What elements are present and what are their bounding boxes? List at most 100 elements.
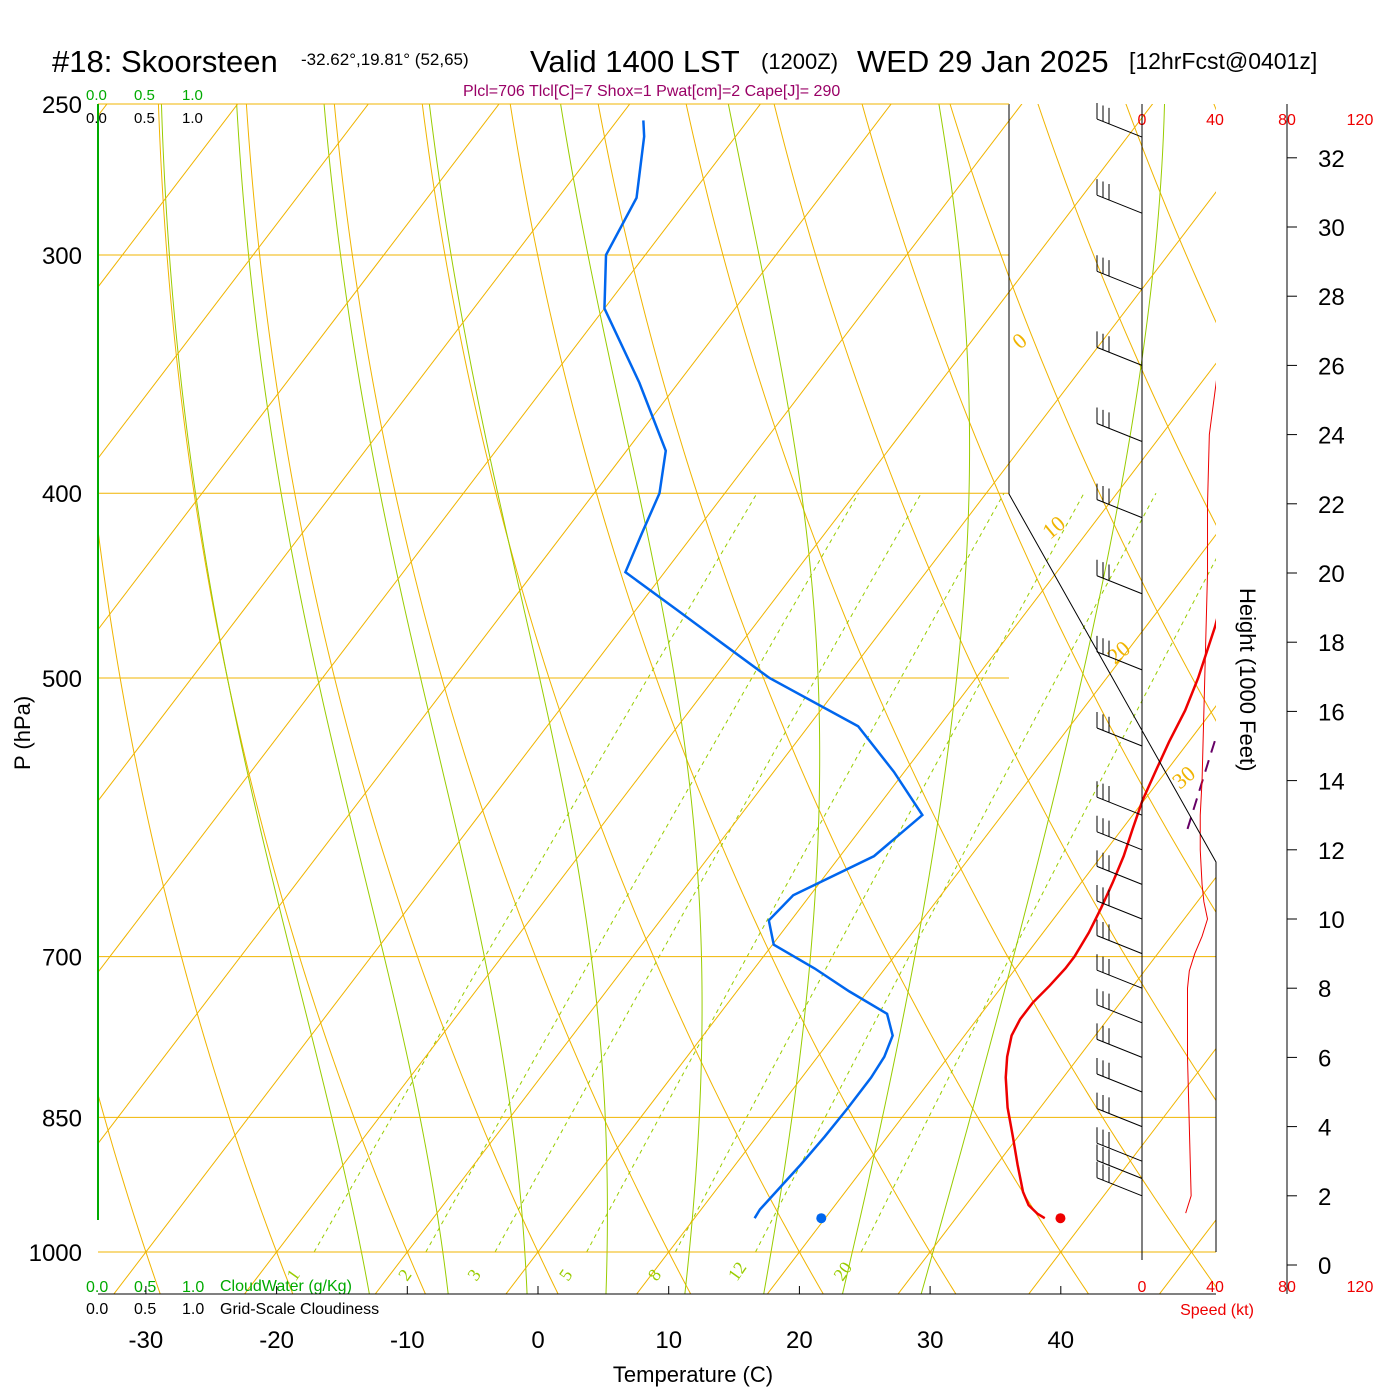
moist-adiabat-line <box>160 104 370 1294</box>
cloudwater-bottom-tick: 1.0 <box>182 1279 204 1296</box>
height-tick-label: 4 <box>1318 1115 1331 1142</box>
wind-barb-staff <box>1096 900 1143 920</box>
isotherm-line <box>374 191 1216 1294</box>
wind-barb-staff <box>1096 1160 1143 1179</box>
temperature-tick-label: 30 <box>917 1327 944 1354</box>
speed-top-tick: 120 <box>1347 112 1374 129</box>
isotherm-line <box>113 104 1023 1294</box>
cloudiness-bottom-tick: 1.0 <box>182 1301 204 1318</box>
pressure-tick-label: 500 <box>42 666 82 693</box>
cloudiness-label: Grid-Scale Cloudiness <box>220 1301 379 1318</box>
dry-adiabat-line <box>509 104 957 1294</box>
temperature-tick-label: -30 <box>129 1327 164 1354</box>
height-tick-label: 18 <box>1318 630 1345 657</box>
height-tick-label: 16 <box>1318 699 1345 726</box>
height-axis-title: Height (1000 Feet) <box>1235 588 1260 771</box>
dry-adiabats <box>98 104 1216 1294</box>
wind-barb-staff <box>1096 575 1143 595</box>
wind-barb-staff <box>1096 423 1143 442</box>
wind-barb-staff <box>1096 270 1143 290</box>
wind-barb-staff <box>1096 346 1143 366</box>
surface-temperature-dot <box>1055 1213 1066 1224</box>
height-tick-label: 14 <box>1318 769 1345 796</box>
wind-speed-profile <box>1185 380 1216 1214</box>
height-tick-label: 2 <box>1318 1184 1331 1211</box>
isotherm-line <box>243 104 1154 1294</box>
cloudiness-bottom-tick: 0.5 <box>134 1301 156 1318</box>
height-tick-label: 22 <box>1318 492 1345 519</box>
cloudwater-top-tick: 0.5 <box>134 87 155 104</box>
sounding-profiles <box>603 120 1216 1224</box>
dry-adiabat-line <box>685 104 1216 1288</box>
cloudwater-bottom-tick: 0.0 <box>86 1279 108 1296</box>
isotherm-line <box>1028 1047 1216 1294</box>
isotherm-line <box>98 104 369 460</box>
dry-adiabat-line <box>597 104 1090 1294</box>
dry-adiabat-line <box>98 1092 161 1294</box>
speed-bottom-tick: 120 <box>1347 1279 1374 1296</box>
isotherm-line <box>98 104 500 631</box>
isotherm-line <box>98 104 631 802</box>
pressure-tick-label: 700 <box>42 945 82 972</box>
moist-adiabat-line <box>560 104 703 1294</box>
wind-speed-line <box>1185 380 1216 1214</box>
cloudwater-bottom-tick: 0.5 <box>134 1279 156 1296</box>
height-tick-label: 24 <box>1318 423 1345 450</box>
height-tick-label: 12 <box>1318 838 1345 865</box>
pressure-axis-title: P (hPa) <box>10 696 35 770</box>
station-title: #18: Skoorsteen <box>52 44 278 79</box>
height-tick-label: 30 <box>1318 215 1345 242</box>
wind-barb-staff <box>1096 935 1143 955</box>
height-tick-label: 20 <box>1318 561 1345 588</box>
height-tick-label: 28 <box>1318 284 1345 311</box>
cloudiness-top-tick: 0.0 <box>86 110 107 127</box>
height-tick-label: 8 <box>1318 976 1331 1003</box>
plot-lines <box>98 104 1216 1294</box>
wind-barb-staff <box>1096 1142 1143 1162</box>
isotherm-line <box>766 705 1216 1294</box>
dry-adiabat-line <box>157 104 427 1294</box>
isotherm-line <box>98 104 762 974</box>
pressure-tick-label: 300 <box>42 243 82 270</box>
height-tick-label: 6 <box>1318 1045 1331 1072</box>
valid-date: WED 29 Jan 2025 <box>857 44 1109 79</box>
station-location: -32.62°,19.81° (52,65) <box>301 50 469 69</box>
temperature-tick-label: 0 <box>531 1327 544 1354</box>
dewpoint-profile <box>603 120 925 1219</box>
isotherm-line <box>98 104 892 1145</box>
wind-barb-staff <box>1096 1177 1143 1197</box>
speed-bottom-tick: 0 <box>1138 1279 1147 1296</box>
speed-top-tick: 40 <box>1206 112 1224 129</box>
dry-adiabat-line <box>861 104 1216 914</box>
dry-adiabat-line <box>245 104 559 1294</box>
height-tick-label: 10 <box>1318 907 1345 934</box>
isotherm-line <box>505 362 1216 1294</box>
cloudiness-top-tick: 1.0 <box>182 110 203 127</box>
zulu-time: (1200Z) <box>761 49 839 74</box>
dry-adiabat-line <box>949 104 1216 722</box>
cloudiness-bottom-tick: 0.0 <box>86 1301 108 1318</box>
temperature-axis-title: Temperature (C) <box>613 1362 773 1387</box>
dry-adiabat-line <box>1037 104 1216 526</box>
wind-barb-staff <box>1096 1073 1143 1093</box>
wind-barb-staff <box>1096 865 1143 885</box>
isobars <box>98 104 1216 1253</box>
temperature-tick-label: 20 <box>786 1327 813 1354</box>
wind-barb-staff <box>1096 969 1143 989</box>
pressure-tick-label: 850 <box>42 1105 82 1132</box>
cloudwater-label: CloudWater (g/Kg) <box>220 1278 352 1295</box>
cloudwater-top-tick: 1.0 <box>182 87 203 104</box>
speed-axis-title: Speed (kt) <box>1180 1302 1254 1319</box>
wind-barb-staff <box>1096 796 1143 816</box>
wind-barb-staff <box>1096 651 1143 671</box>
isotherm-line <box>636 533 1216 1294</box>
cloudwater-top-tick: 0.0 <box>86 87 107 104</box>
pressure-tick-label: 400 <box>42 481 82 508</box>
forecast-info: [12hrFcst@0401z] <box>1129 48 1318 74</box>
dry-adiabat-line <box>773 104 1216 1102</box>
wind-barb-staff <box>1096 1004 1143 1024</box>
pressure-tick-label: 1000 <box>29 1240 82 1267</box>
